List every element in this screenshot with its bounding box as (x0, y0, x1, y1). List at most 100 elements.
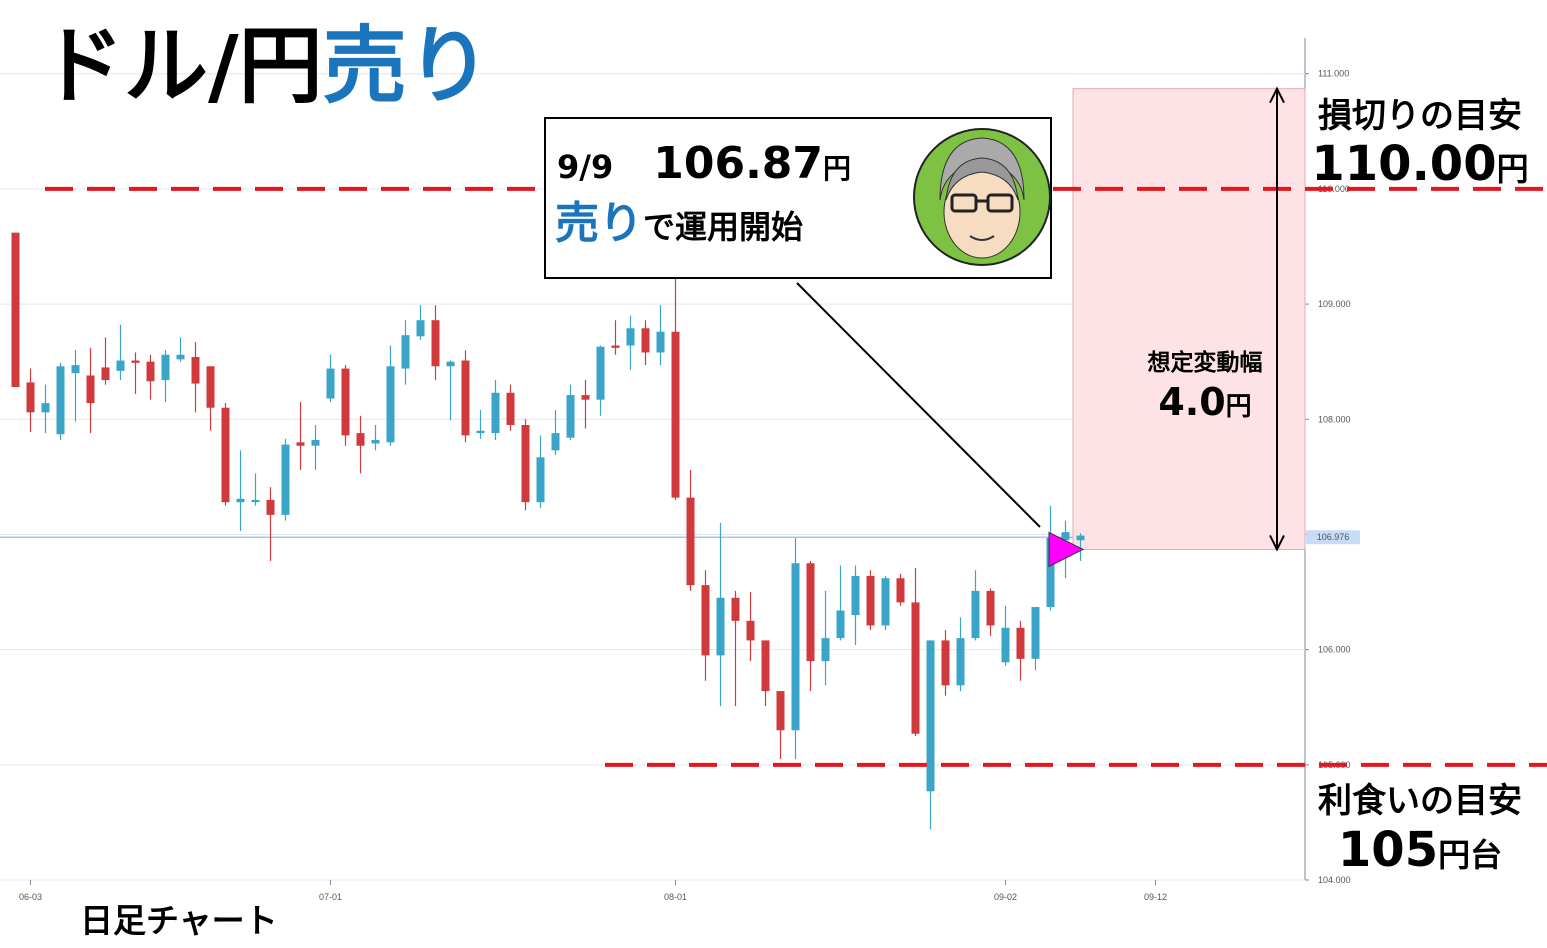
candle-body (476, 430, 485, 434)
candle-body (626, 328, 635, 346)
candle-body (116, 360, 125, 371)
candle-body (56, 366, 65, 435)
chart-title: ドル/円売り (40, 17, 491, 115)
candle-body (836, 610, 845, 639)
candle-body (641, 328, 650, 353)
candle-body (656, 331, 665, 353)
candle-body (341, 368, 350, 436)
current-price-tag (1306, 530, 1360, 545)
candle-body (446, 361, 455, 367)
candle-body (1001, 627, 1010, 663)
candle-body (416, 320, 425, 337)
y-tick-label: 108.000 (1318, 414, 1351, 424)
candle-body (851, 575, 860, 616)
candle-body (581, 395, 590, 400)
candle-body (431, 320, 440, 367)
y-tick-label: 110.000 (1318, 184, 1350, 194)
candle-body (956, 638, 965, 686)
stop-loss-caption: 損切りの目安 (1318, 96, 1522, 136)
candle-body (971, 590, 980, 639)
title-highlight: 売り (323, 17, 491, 115)
candle-body (521, 425, 530, 503)
candle-body (1031, 607, 1040, 659)
candle-body (176, 354, 185, 360)
candle-body (191, 357, 200, 384)
x-tick-label: 09-02 (994, 892, 1017, 902)
candle-body (326, 368, 335, 399)
candle-body (206, 366, 215, 408)
candle-body (266, 499, 275, 515)
stop-loss-text: 110.00円 (1311, 136, 1528, 192)
range-zone (1072, 88, 1306, 550)
range-box (1072, 88, 1306, 550)
candle-body (926, 640, 935, 792)
callout-line2: 売りで運用開始 (555, 198, 803, 249)
x-tick-label: 09-12 (1144, 892, 1167, 902)
take-profit-unit: 円台 (1438, 836, 1502, 874)
candle-body (236, 498, 245, 503)
take-profit-text: 105円台 (1338, 822, 1502, 878)
candle-body (461, 360, 470, 436)
current-price-label: 106.976 (1317, 532, 1350, 542)
candle-body (356, 433, 365, 446)
candle-body (1016, 627, 1025, 659)
y-tick-label: 111.000 (1318, 69, 1349, 79)
candle-body (731, 597, 740, 621)
stop-loss-unit: 円 (1497, 150, 1529, 188)
candle-body (551, 433, 560, 451)
range-caption: 想定変動幅 (1148, 349, 1263, 376)
callout-action-rest: で運用開始 (643, 208, 803, 246)
callout-date: 9/9 (557, 148, 613, 186)
candle-body (881, 578, 890, 626)
candle-body (26, 382, 35, 413)
candle-body (941, 640, 950, 686)
candle-body (221, 407, 230, 503)
candle-body (101, 367, 110, 381)
candle-body (506, 392, 515, 426)
range-text: 4.0円 (1158, 380, 1251, 424)
stop-loss-price: 110.00 (1311, 136, 1496, 192)
candle-body (296, 442, 305, 446)
candle-body (566, 395, 575, 438)
candle-body (71, 365, 80, 374)
candle-body (866, 575, 875, 626)
entry-marker (1048, 531, 1085, 568)
x-axis-label: 日足チャート (80, 901, 278, 940)
candle-body (1076, 535, 1085, 541)
candle-body (536, 457, 545, 503)
candles (11, 232, 1085, 830)
callout-line1: 9/9 106.87円 (557, 138, 851, 189)
candle-body (11, 232, 20, 388)
candle-body (386, 366, 395, 443)
candle-body (1046, 537, 1055, 608)
candle-body (791, 563, 800, 731)
avatar (913, 128, 1051, 266)
candle-body (806, 563, 815, 662)
range-arrowhead (1269, 86, 1285, 104)
candle-body (371, 439, 380, 444)
callout-price: 106.87 (653, 138, 823, 189)
range-arrowhead (1269, 534, 1285, 552)
candle-body (146, 361, 155, 382)
callout-action: 売り (555, 198, 643, 249)
y-tick-label: 109.000 (1318, 299, 1351, 309)
y-tick-label: 104.000 (1318, 875, 1351, 885)
take-profit-caption: 利食いの目安 (1318, 781, 1522, 821)
take-profit-price: 105 (1338, 822, 1438, 878)
callout-unit: 円 (823, 152, 851, 185)
candle-body (986, 590, 995, 626)
y-tick-label: 106.000 (1318, 645, 1351, 655)
candle-body (671, 331, 680, 498)
candle-body (1061, 532, 1070, 541)
range-value: 4.0 (1158, 380, 1225, 424)
x-tick-label: 06-03 (19, 892, 42, 902)
candle-body (776, 691, 785, 731)
candle-body (401, 335, 410, 369)
candle-body (161, 354, 170, 381)
candle-body (596, 346, 605, 400)
title-main: ドル/円 (40, 17, 323, 115)
candle-body (746, 620, 755, 641)
candle-body (281, 444, 290, 515)
candle-body (701, 585, 710, 656)
